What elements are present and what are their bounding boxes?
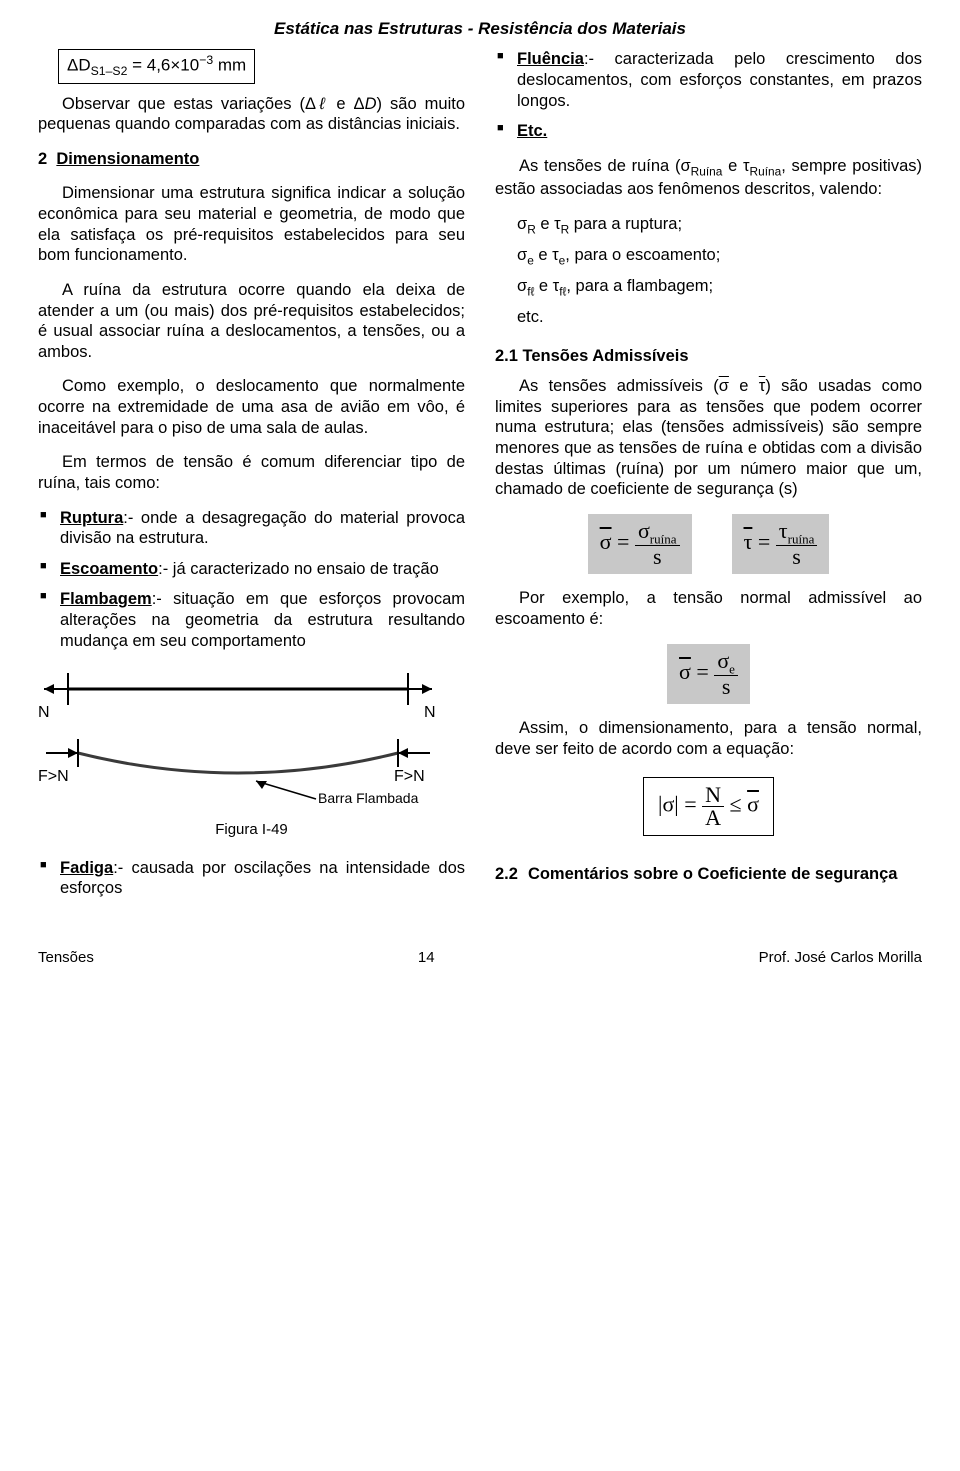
item-head: Flambagem [60, 590, 152, 608]
txt: A [702, 807, 724, 829]
item-head: Fadiga [60, 859, 113, 877]
eq-end: mm [213, 56, 246, 75]
section-title-text: Comentários sobre o Coeficiente de segur… [528, 864, 898, 885]
section-2-heading: 2 Dimensionamento [38, 149, 465, 170]
txt: D [365, 95, 377, 113]
txt: R [527, 222, 536, 236]
item-head: Escoamento [60, 560, 158, 578]
txt: e τ [534, 277, 559, 295]
page-header: Estática nas Estruturas - Resistência do… [38, 18, 922, 39]
section-2-1-heading: 2.1 Tensões Admissíveis [495, 346, 922, 367]
list-item-etc: Etc. [517, 121, 922, 142]
ind-flambagem: σfℓ e τfℓ, para a flambagem; [495, 276, 922, 299]
footer-right: Prof. José Carlos Morilla [759, 949, 922, 968]
list-item-ruptura: Ruptura:- onde a desagregação do materia… [60, 508, 465, 549]
list-item-fluencia: Fluência:- caracterizada pelo cresciment… [517, 49, 922, 111]
txt: σ [517, 215, 527, 233]
txt: , para a flambagem; [566, 277, 713, 295]
left-column: ΔDS1–S2 = 4,6×10−3 mm Observar que estas… [38, 49, 465, 913]
eq-sub: S1–S2 [91, 64, 128, 78]
txt: e τ [536, 215, 561, 233]
txt: σ [517, 246, 527, 264]
txt: ℓ [316, 95, 328, 113]
section-2-2-heading: 2.2 Comentários sobre o Coeficiente de s… [495, 864, 922, 885]
txt: Ruína [691, 164, 723, 178]
txt: e τ [534, 246, 559, 264]
formula-sigma-na: |σ| = NA ≤ σ [495, 777, 922, 836]
txt: e [729, 377, 759, 395]
ind-ruptura: σR e τR para a ruptura; [495, 214, 922, 237]
formula-row-1: σ = σruínas τ = τruínas [495, 514, 922, 574]
txt: σ [719, 377, 729, 395]
list-item-fadiga: Fadiga:- causada por oscilações na inten… [60, 858, 465, 899]
txt: ≤ [730, 792, 748, 817]
txt: As tensões de ruína (σ [519, 157, 691, 175]
txt: Observar que estas variações (Δ [62, 95, 316, 113]
paragraph-por-exemplo: Por exemplo, a tensão normal admissível … [495, 588, 922, 629]
label-barra: Barra Flambada [318, 790, 419, 806]
item-head: Fluência [517, 50, 584, 68]
list-item-escoamento: Escoamento:- já caracterizado no ensaio … [60, 559, 465, 580]
equation-delta-d: ΔDS1–S2 = 4,6×10−3 mm [58, 49, 255, 83]
label-n-left: N [38, 704, 50, 721]
paragraph-observe: Observar que estas variações (Δℓ e ΔD) s… [38, 94, 465, 135]
formula-tau-bar: τ = τruínas [732, 514, 830, 574]
txt: s [650, 546, 665, 568]
txt: e [729, 661, 735, 676]
paragraph-assim: Assim, o dimensionamento, para a tensão … [495, 718, 922, 759]
txt: e Δ [328, 95, 364, 113]
list-item-flambagem: Flambagem:- situação em que esforços pro… [60, 589, 465, 651]
txt: σ [717, 648, 729, 673]
ind-etc: etc. [495, 307, 922, 328]
label-f-right: F>N [394, 768, 425, 785]
txt: σ [679, 659, 691, 684]
txt: σ [747, 792, 759, 817]
section-number: 2.2 [495, 864, 518, 885]
figure-caption: Figura I-49 [38, 821, 465, 840]
page-footer: Tensões 14 Prof. José Carlos Morilla [38, 949, 922, 968]
section-title: Dimensionamento [56, 150, 199, 168]
beam-diagram: N N F>N F>N Barra Flambada Figura I-49 [38, 665, 465, 839]
item-head: Ruptura [60, 509, 123, 527]
eq-sym: ΔD [67, 56, 91, 75]
txt: |σ| = [658, 792, 702, 817]
eq-exp: −3 [199, 53, 213, 67]
txt: para a ruptura; [569, 215, 682, 233]
paragraph-ruina: A ruína da estrutura ocorre quando ela d… [38, 280, 465, 363]
section-number: 2 [38, 150, 47, 168]
item-text: :- já caracterizado no ensaio de tração [158, 560, 439, 578]
txt: τ [779, 518, 788, 543]
formula-sigma-e: σ = σes [495, 644, 922, 704]
footer-left: Tensões [38, 949, 94, 968]
txt: s [719, 676, 734, 698]
txt: s [789, 546, 804, 568]
paragraph-dim: Dimensionar uma estrutura significa indi… [38, 183, 465, 266]
paragraph-ruina-tensoes: As tensões de ruína (σRuína e τRuína, se… [495, 156, 922, 200]
paragraph-tensao: Em termos de tensão é comum diferenciar … [38, 452, 465, 493]
footer-page-number: 14 [418, 949, 435, 968]
label-n-right: N [424, 704, 436, 721]
item-text: Etc. [517, 122, 547, 140]
paragraph-exemplo: Como exemplo, o deslocamento que normalm… [38, 376, 465, 438]
txt: e τ [722, 157, 749, 175]
eq-mid: = 4,6×10 [127, 56, 199, 75]
txt: σ [600, 529, 612, 554]
txt: , para o escoamento; [565, 246, 720, 264]
txt: As tensões admissíveis ( [519, 377, 719, 395]
ind-escoamento: σe e τe, para o escoamento; [495, 245, 922, 268]
label-f-left: F>N [38, 768, 69, 785]
item-text: :- causada por oscilações na intensidade… [60, 859, 465, 898]
txt: τ [744, 529, 753, 554]
txt: R [561, 222, 570, 236]
right-column: Fluência:- caracterizada pelo cresciment… [495, 49, 922, 913]
formula-sigma-bar: σ = σruínas [588, 514, 692, 574]
txt: ) são usadas como limites superiores par… [495, 377, 922, 498]
txt: Ruína [750, 164, 782, 178]
txt: σ [517, 277, 527, 295]
txt: e [527, 253, 534, 267]
paragraph-admissiveis: As tensões admissíveis (σ e τ) são usada… [495, 376, 922, 500]
txt: N [702, 784, 724, 807]
txt: σ [638, 518, 650, 543]
